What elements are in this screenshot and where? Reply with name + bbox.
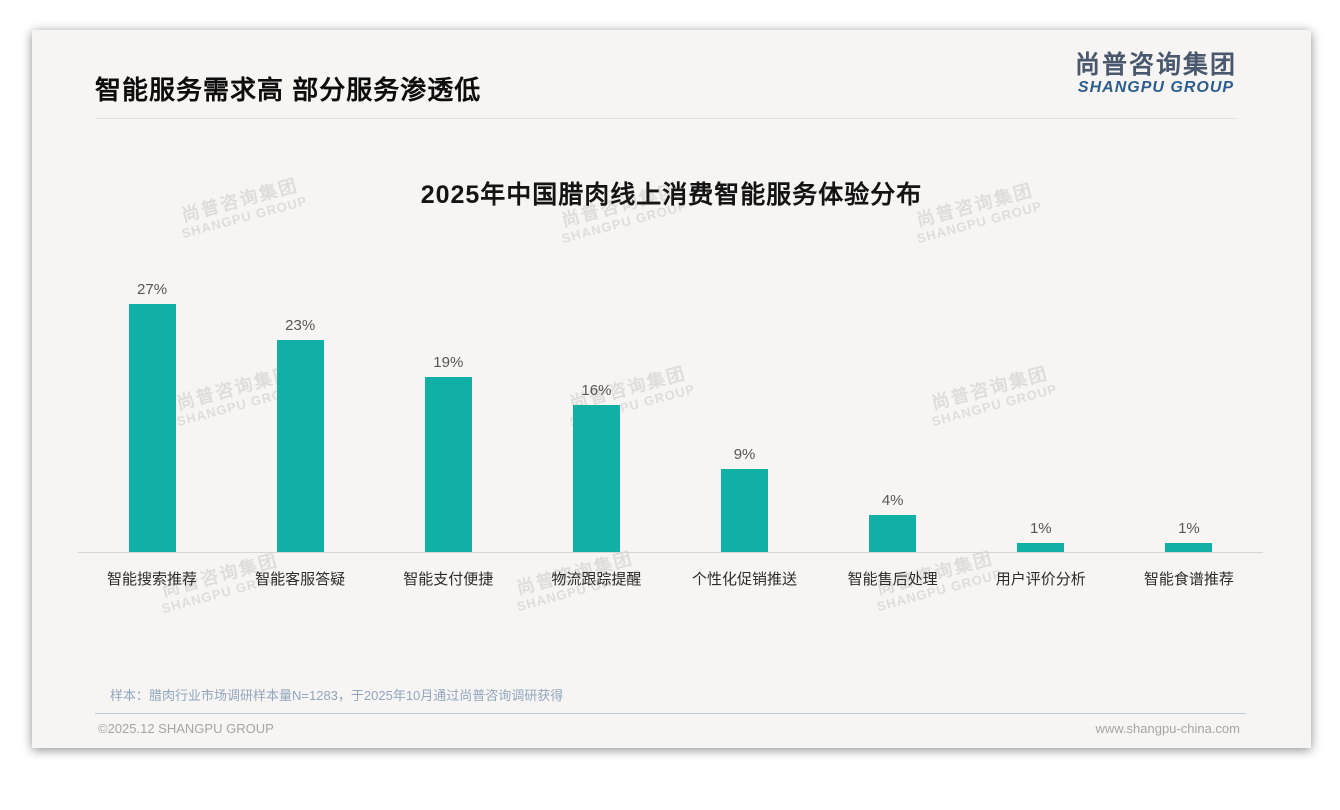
bar-value-label: 16% <box>581 381 612 399</box>
categories-row: 智能搜索推荐 智能客服答疑 智能支付便捷 物流跟踪提醒 个性化促销推送 智能售后处理 用户评… <box>78 553 1263 589</box>
bar <box>1165 542 1213 552</box>
bar-column: 4% <box>819 492 967 552</box>
category-label: 智能售后处理 <box>847 571 938 588</box>
bar-value-label: 23% <box>285 317 316 335</box>
category-label: 智能客服答疑 <box>255 571 346 588</box>
bar <box>276 340 324 552</box>
bar <box>424 377 472 552</box>
bar-column: 27% <box>78 281 226 552</box>
bar-column: 9% <box>671 446 819 552</box>
bar-value-label: 27% <box>137 280 168 298</box>
logo-chinese-text: 尚普咨询集团 <box>1074 51 1237 79</box>
footnote-divider <box>95 713 1246 714</box>
category-label: 智能食谱推荐 <box>1143 571 1234 588</box>
bar <box>128 303 176 552</box>
bar-column: 23% <box>226 317 374 552</box>
chart-title: 2025年中国腊肉线上消费智能服务体验分布 <box>420 181 923 209</box>
bar-column: 1% <box>967 520 1115 552</box>
category-label: 智能搜索推荐 <box>107 571 198 588</box>
category-label: 智能支付便捷 <box>403 571 494 588</box>
bar-value-label: 19% <box>433 354 464 372</box>
bar-value-label: 1% <box>1178 519 1200 537</box>
footer-website: www.shangpu-china.com <box>1095 721 1240 736</box>
bar-column: 19% <box>374 354 522 552</box>
logo-english-text: SHANGPU GROUP <box>1077 79 1235 97</box>
bar-column: 16% <box>522 382 670 552</box>
company-logo: 尚普咨询集团 SHANGPU GROUP <box>1075 52 1237 97</box>
footer-copyright: ©2025.12 SHANGPU GROUP <box>98 721 274 736</box>
sample-footnote: 样本：腊肉行业市场调研样本量N=1283，于2025年10月通过尚普咨询调研获得 <box>110 688 564 703</box>
bar-value-label: 4% <box>881 492 904 510</box>
header: 智能服务需求高 部分服务渗透低 尚普咨询集团 SHANGPU GROUP <box>95 30 1237 119</box>
bar <box>869 515 917 552</box>
category-label: 个性化促销推送 <box>692 571 798 588</box>
bar <box>721 469 769 552</box>
bars-row: 27% 23% 19% 16% 9% 4% 1% 1% <box>78 211 1263 553</box>
bar <box>1017 542 1065 552</box>
bar-column: 1% <box>1115 520 1263 552</box>
footer: ©2025.12 SHANGPU GROUP www.shangpu-china… <box>98 721 1240 736</box>
bar <box>572 404 620 552</box>
page-title: 智能服务需求高 部分服务渗透低 <box>95 75 482 105</box>
category-label: 物流跟踪提醒 <box>551 571 642 588</box>
slide-card: 智能服务需求高 部分服务渗透低 尚普咨询集团 SHANGPU GROUP 202… <box>32 30 1311 748</box>
bar-value-label: 1% <box>1029 519 1052 537</box>
bar-value-label: 9% <box>733 446 756 464</box>
category-label: 用户评价分析 <box>995 571 1086 588</box>
